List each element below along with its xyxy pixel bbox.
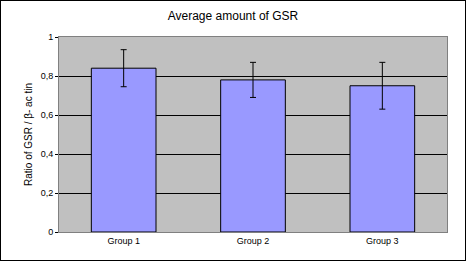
- svg-text:Group 2: Group 2: [237, 236, 270, 246]
- svg-text:Group 1: Group 1: [107, 236, 140, 246]
- svg-text:0,2: 0,2: [41, 188, 54, 198]
- svg-text:Ratio of GSR / β- ac tin: Ratio of GSR / β- ac tin: [23, 83, 34, 186]
- svg-text:Average amount of GSR: Average amount of GSR: [168, 9, 299, 23]
- svg-text:0,8: 0,8: [41, 71, 54, 81]
- svg-text:0,6: 0,6: [41, 110, 54, 120]
- svg-text:0,4: 0,4: [41, 149, 54, 159]
- svg-text:0: 0: [48, 227, 53, 237]
- svg-text:1: 1: [48, 32, 53, 42]
- svg-text:Group 3: Group 3: [366, 236, 399, 246]
